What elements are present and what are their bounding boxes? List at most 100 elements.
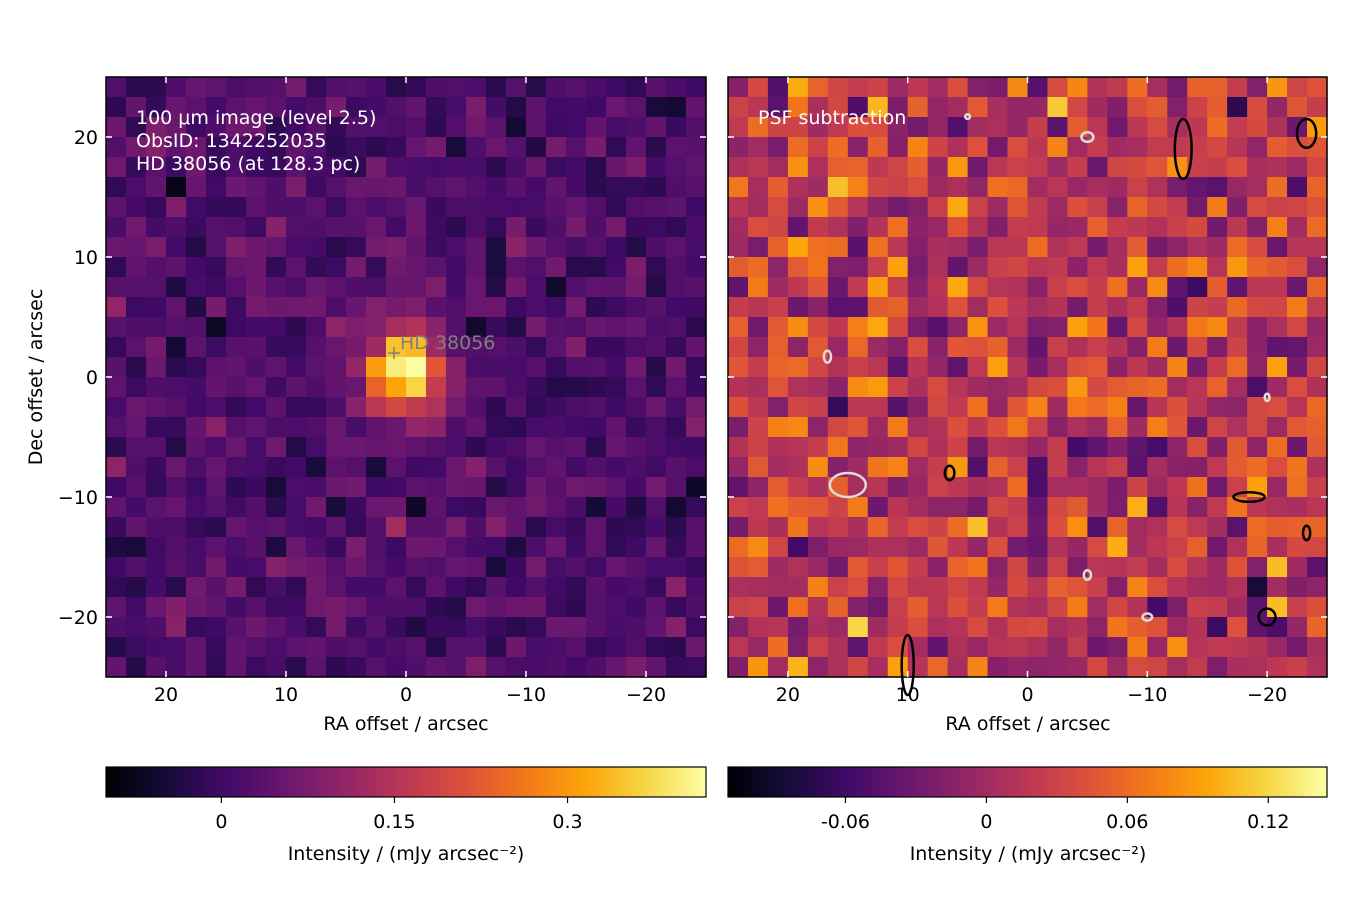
- positive-contour: [1173, 117, 1193, 181]
- left-image-pixel: [666, 157, 687, 178]
- right-image-pixel: [747, 457, 769, 478]
- left-image-pixel: [486, 97, 507, 118]
- right-image-pixel: [1147, 77, 1168, 98]
- right-image-pixel: [927, 597, 949, 618]
- right-image-pixel: [747, 197, 769, 218]
- right-image-pixel: [767, 197, 789, 218]
- right-image-pixel: [1207, 557, 1228, 578]
- right-image-pixel: [1027, 257, 1049, 278]
- left-image-pixel: [446, 417, 467, 438]
- left-panel: 100 μm image (level 2.5) ObsID: 13422520…: [25, 76, 707, 735]
- left-image-pixel: [606, 377, 627, 398]
- right-image-pixel: [747, 257, 769, 278]
- left-image-pixel: [626, 137, 647, 158]
- left-image-pixel: [486, 597, 507, 618]
- left-image-pixel: [126, 97, 147, 118]
- right-image-pixel: [1087, 337, 1108, 358]
- left-image-pixel: [266, 577, 287, 598]
- left-image-pixel: [286, 617, 307, 638]
- left-image-pixel: [346, 417, 367, 438]
- right-image-pixel: [1247, 637, 1268, 658]
- left-image-pixel: [326, 197, 347, 218]
- left-image-pixel: [486, 337, 507, 358]
- right-image-pixel: [807, 97, 829, 118]
- right-image-pixel: [887, 197, 909, 218]
- right-image-pixel: [947, 357, 969, 378]
- left-image-pixel: [526, 477, 547, 498]
- left-image-pixel: [646, 157, 667, 178]
- left-image-pixel: [626, 237, 647, 258]
- left-image-pixel: [166, 637, 187, 658]
- left-image-pixel: [226, 397, 247, 418]
- left-image-pixel: [286, 357, 307, 378]
- right-image-pixel: [967, 497, 989, 518]
- right-image-pixel: [1087, 537, 1108, 558]
- right-image-pixel: [728, 637, 749, 658]
- left-image-pixel: [166, 277, 187, 298]
- left-image-pixel: [466, 537, 487, 558]
- left-image-pixel: [626, 357, 647, 378]
- left-image-pixel: [146, 657, 167, 678]
- left-image-pixel: [206, 557, 227, 578]
- left-image-pixel: [286, 77, 307, 98]
- right-image-pixel: [1107, 217, 1128, 238]
- right-image-pixel: [1227, 597, 1248, 618]
- right-image-pixel: [947, 657, 969, 678]
- right-image-pixel: [847, 537, 869, 558]
- left-image-pixel: [226, 357, 247, 378]
- right-image-pixel: [967, 557, 989, 578]
- left-image-pixel: [586, 537, 607, 558]
- right-image-pixel: [787, 657, 809, 678]
- right-image-pixel: [1147, 137, 1168, 158]
- left-image-pixel: [406, 497, 427, 518]
- left-image-pixel: [566, 657, 587, 678]
- left-image-pixel: [606, 617, 627, 638]
- left-image-pixel: [686, 617, 707, 638]
- right-image-pixel: [867, 577, 889, 598]
- left-image-pixel: [326, 637, 347, 658]
- left-image-pixel: [486, 217, 507, 238]
- right-image-pixel: [1187, 637, 1208, 658]
- right-image-pixel: [907, 117, 929, 138]
- right-image-pixel: [1187, 617, 1208, 638]
- left-image-pixel: [666, 357, 687, 378]
- right-image-pixel: [1187, 317, 1208, 338]
- right-image-pixel: [987, 97, 1009, 118]
- right-image-pixel: [728, 317, 749, 338]
- left-image-pixel: [166, 237, 187, 258]
- left-image-pixel: [166, 337, 187, 358]
- left-image-pixel: [326, 337, 347, 358]
- left-image-pixel: [186, 377, 207, 398]
- right-image-pixel: [1147, 337, 1168, 358]
- left-image-pixel: [546, 457, 567, 478]
- right-image-pixel: [1107, 557, 1128, 578]
- right-image-pixel: [1147, 417, 1168, 438]
- left-image-pixel: [586, 117, 607, 138]
- right-image-pixel: [1107, 117, 1128, 138]
- left-image-pixel: [326, 77, 347, 98]
- left-image-pixel: [606, 117, 627, 138]
- left-image-pixel: [326, 117, 347, 138]
- right-image-pixel: [847, 617, 869, 638]
- left-image-pixel: [186, 597, 207, 618]
- left-image-pixel: [186, 117, 207, 138]
- right-image-pixel: [1247, 177, 1268, 198]
- right-image-pixel: [1167, 657, 1188, 678]
- left-image-pixel: [666, 237, 687, 258]
- right-image-pixel: [1187, 537, 1208, 558]
- left-image-pixel: [446, 137, 467, 158]
- left-image-pixel: [326, 257, 347, 278]
- left-image-pixel: [306, 457, 327, 478]
- left-image-pixel: [186, 557, 207, 578]
- right-image-pixel: [1047, 617, 1069, 638]
- right-image-pixel: [747, 497, 769, 518]
- right-image-pixel: [1207, 477, 1228, 498]
- right-image-pixel: [847, 357, 869, 378]
- left-image-pixel: [446, 657, 467, 678]
- right-image-pixel: [1227, 277, 1248, 298]
- right-image-pixel: [787, 637, 809, 658]
- left-image-pixel: [346, 497, 367, 518]
- right-image-pixel: [1147, 117, 1168, 138]
